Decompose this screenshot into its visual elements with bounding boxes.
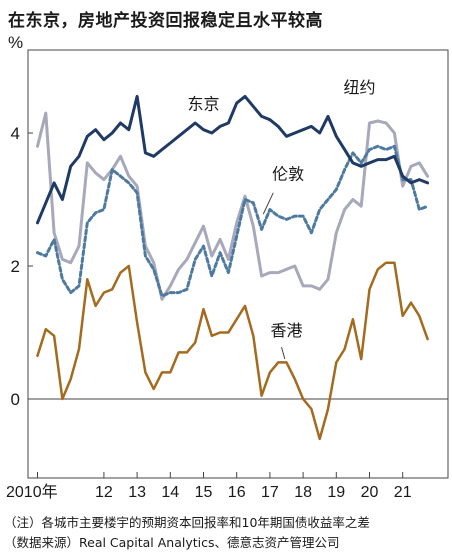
series-label: 东京 (187, 95, 219, 114)
y-tick-label: 0 (11, 390, 20, 409)
chart-title: 在东京，房地产投资回报稳定且水平较高 (8, 11, 323, 31)
y-tick-label: 4 (11, 124, 20, 143)
x-tick-label: 15 (195, 484, 213, 501)
source-note: （数据来源）Real Capital Analytics、德意志资产管理公司 (4, 535, 340, 550)
series-label: 香港 (270, 321, 302, 340)
y-axis-unit: % (8, 33, 23, 52)
x-tick-label: 21 (394, 484, 412, 501)
x-tick-label: 2010年 (6, 483, 58, 501)
y-tick-label: 2 (11, 257, 20, 276)
x-tick-label: 16 (228, 484, 246, 501)
x-tick-label: 18 (294, 484, 312, 501)
plot-frame (27, 49, 449, 479)
label-leader (262, 192, 274, 215)
x-tick-label: 17 (261, 484, 279, 501)
series-line (36, 111, 430, 301)
series-line (36, 94, 430, 225)
label-leader (281, 346, 286, 360)
series-label: 纽约 (344, 78, 376, 97)
series-line (36, 261, 429, 441)
y-tick-labels: 0 2 4 (11, 124, 20, 409)
series-label: 伦敦 (272, 165, 304, 184)
x-tick-label: 20 (361, 484, 379, 501)
x-tick-label: 14 (161, 484, 179, 501)
series-lines (36, 94, 430, 441)
axes (27, 49, 449, 479)
x-tick-label: 12 (95, 484, 113, 501)
series-line (36, 144, 430, 298)
x-tick-label: 13 (128, 484, 146, 501)
x-tick-label: 19 (327, 484, 345, 501)
footnote: （注）各城市主要楼宇的预期资本回报率和10年期国债收益率之差 (4, 515, 370, 530)
x-tick-labels: 2010年 12 13 14 15 16 17 18 19 20 21 (6, 483, 412, 501)
